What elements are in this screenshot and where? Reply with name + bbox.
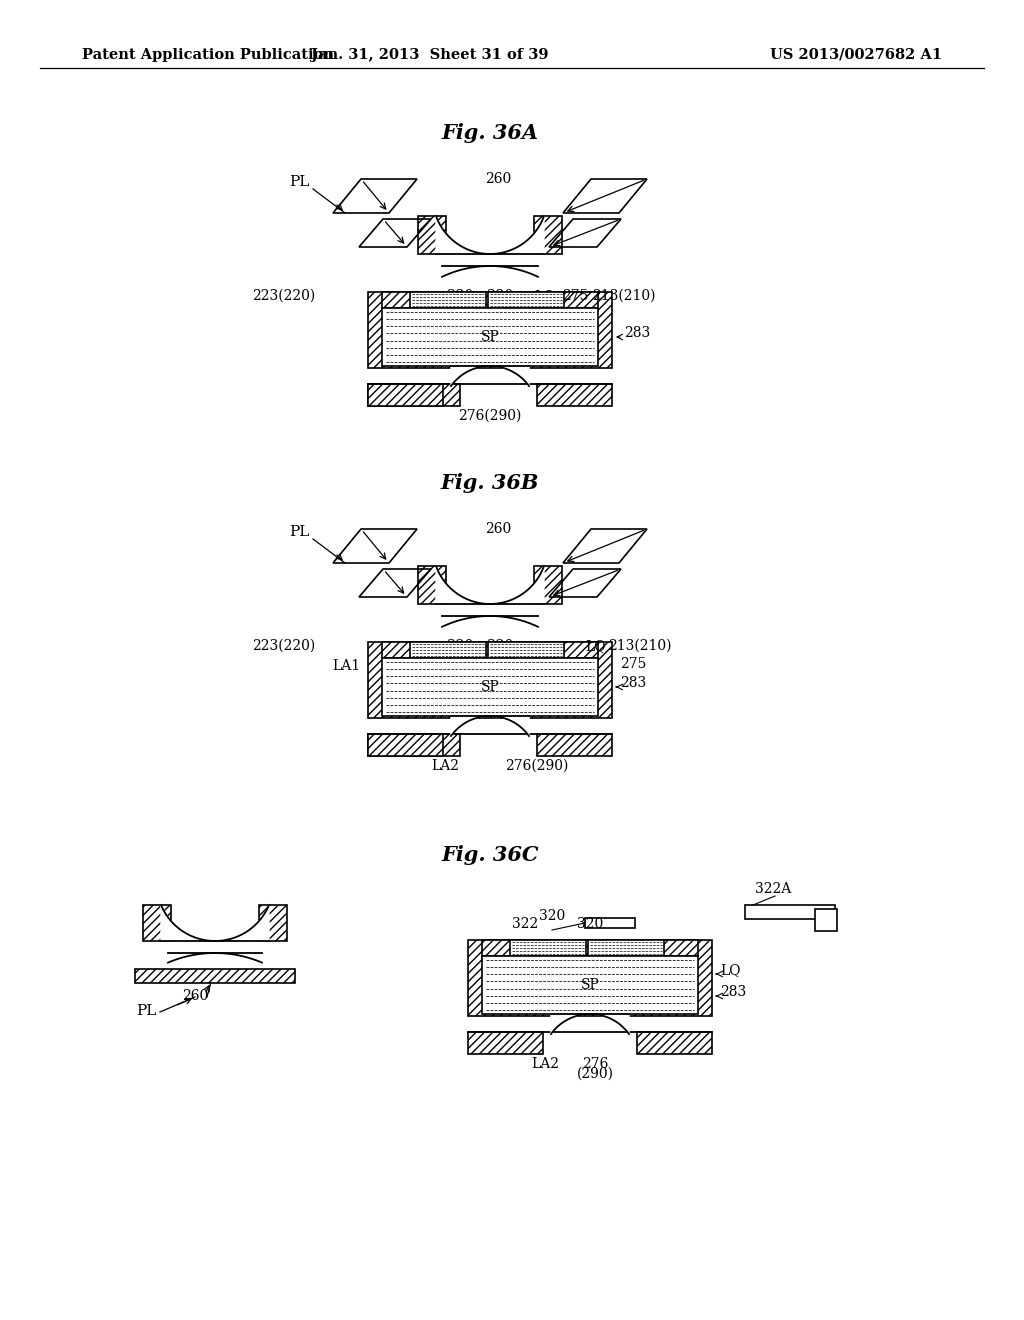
- Text: 275: 275: [562, 289, 589, 304]
- Text: Jan. 31, 2013  Sheet 31 of 39: Jan. 31, 2013 Sheet 31 of 39: [311, 48, 549, 62]
- Bar: [537, 734, 612, 756]
- Text: SP: SP: [480, 680, 500, 694]
- Bar: [418, 566, 446, 605]
- Text: LQ: LQ: [720, 964, 740, 977]
- Text: 260: 260: [485, 521, 511, 536]
- Bar: [468, 1032, 543, 1053]
- Text: LA2: LA2: [431, 759, 459, 774]
- Bar: [135, 969, 295, 983]
- Polygon shape: [442, 267, 538, 277]
- Text: 275: 275: [620, 657, 646, 671]
- Bar: [368, 292, 612, 368]
- Text: 322A: 322A: [755, 882, 792, 896]
- Text: Fig. 36C: Fig. 36C: [441, 845, 539, 865]
- Polygon shape: [436, 566, 544, 605]
- Text: PL: PL: [136, 1005, 157, 1018]
- Text: 213(210): 213(210): [592, 289, 655, 304]
- Text: Fig. 36A: Fig. 36A: [441, 123, 539, 143]
- Bar: [637, 1032, 712, 1053]
- Bar: [410, 292, 486, 308]
- Text: 320: 320: [539, 909, 565, 923]
- Text: 283: 283: [720, 985, 746, 999]
- Text: 276(290): 276(290): [505, 759, 568, 774]
- Polygon shape: [436, 216, 544, 253]
- Text: 322: 322: [512, 917, 539, 931]
- Text: 223(220): 223(220): [252, 639, 315, 653]
- Text: 320: 320: [446, 639, 473, 653]
- Bar: [482, 956, 698, 1014]
- Bar: [482, 940, 698, 956]
- Bar: [382, 292, 598, 308]
- Text: 320: 320: [486, 289, 513, 304]
- Text: 320: 320: [486, 639, 513, 653]
- Bar: [259, 906, 287, 941]
- Text: 283: 283: [624, 326, 650, 341]
- Bar: [815, 909, 837, 931]
- Text: 223(220): 223(220): [252, 289, 315, 304]
- Bar: [745, 906, 835, 919]
- Text: (290): (290): [577, 1067, 613, 1081]
- Text: 320: 320: [446, 289, 473, 304]
- Bar: [368, 734, 443, 756]
- Text: LQ: LQ: [585, 639, 605, 653]
- Text: 276(290): 276(290): [459, 409, 521, 422]
- Text: PL: PL: [290, 176, 310, 189]
- Bar: [537, 384, 612, 407]
- Text: LA2: LA2: [531, 1057, 559, 1071]
- Polygon shape: [442, 616, 538, 627]
- Text: 320: 320: [577, 917, 603, 931]
- Text: LA1: LA1: [332, 659, 360, 673]
- Text: 260: 260: [182, 989, 208, 1003]
- Text: Fig. 36B: Fig. 36B: [440, 473, 540, 492]
- Polygon shape: [161, 906, 269, 941]
- Text: 213(210): 213(210): [608, 639, 672, 653]
- Text: 260: 260: [485, 172, 511, 186]
- Bar: [534, 216, 562, 253]
- Bar: [382, 642, 598, 657]
- Bar: [585, 917, 635, 928]
- Polygon shape: [168, 953, 262, 962]
- Bar: [382, 657, 598, 715]
- Bar: [368, 384, 460, 407]
- Bar: [382, 308, 598, 366]
- Bar: [143, 906, 171, 941]
- Bar: [368, 734, 460, 756]
- Bar: [410, 642, 486, 657]
- Bar: [368, 642, 612, 718]
- Text: LQ: LQ: [534, 289, 555, 304]
- Bar: [510, 940, 586, 956]
- Bar: [418, 216, 446, 253]
- Text: Patent Application Publication: Patent Application Publication: [82, 48, 334, 62]
- Polygon shape: [451, 715, 529, 737]
- Bar: [534, 566, 562, 605]
- Bar: [368, 384, 443, 407]
- Text: SP: SP: [480, 330, 500, 345]
- Text: US 2013/0027682 A1: US 2013/0027682 A1: [770, 48, 942, 62]
- Text: SP: SP: [581, 978, 599, 993]
- Text: PL: PL: [290, 525, 310, 539]
- Polygon shape: [451, 366, 529, 385]
- Polygon shape: [551, 1014, 629, 1034]
- Bar: [588, 940, 664, 956]
- Text: 276: 276: [582, 1057, 608, 1071]
- Bar: [488, 642, 564, 657]
- Bar: [488, 292, 564, 308]
- Bar: [468, 940, 712, 1016]
- Text: 283: 283: [620, 676, 646, 690]
